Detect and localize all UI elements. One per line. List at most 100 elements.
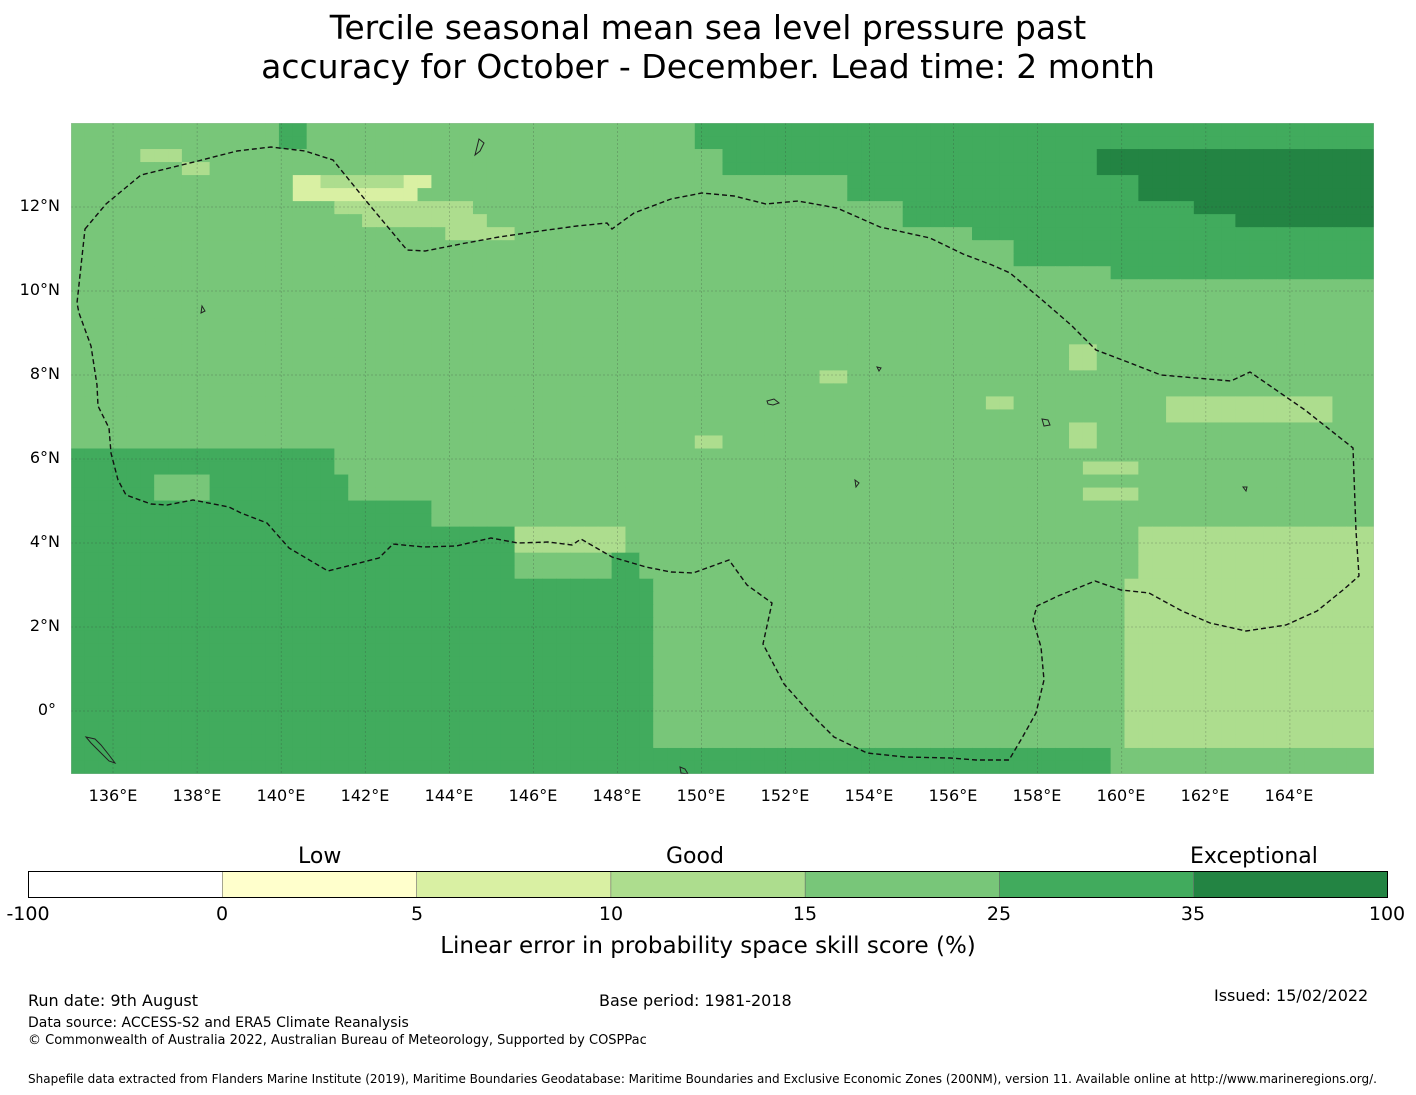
skill-cell xyxy=(874,175,890,189)
skill-cell xyxy=(1193,136,1209,150)
skill-cell xyxy=(500,747,516,762)
skill-cell xyxy=(1332,643,1347,658)
skill-cell xyxy=(694,552,710,567)
skill-cell xyxy=(1332,565,1347,580)
skill-cell xyxy=(1082,383,1098,398)
skill-cell xyxy=(195,227,211,241)
skill-cell xyxy=(972,448,987,463)
skill-cell xyxy=(1304,448,1320,463)
skill-cell xyxy=(653,305,668,319)
skill-cell xyxy=(375,526,391,541)
skill-cell xyxy=(874,708,890,723)
skill-cell xyxy=(403,370,419,384)
skill-cell xyxy=(1055,422,1070,437)
skill-cell xyxy=(1096,370,1112,384)
skill-cell xyxy=(625,669,640,684)
skill-cell xyxy=(403,591,419,606)
skill-cell xyxy=(985,734,1001,749)
skill-cell xyxy=(1041,344,1056,358)
skill-cell xyxy=(459,162,474,176)
skill-cell xyxy=(625,214,640,228)
skill-cell xyxy=(472,279,488,293)
skill-cell xyxy=(292,318,308,332)
skill-cell xyxy=(1096,331,1112,345)
skill-cell xyxy=(320,656,335,671)
skill-cell xyxy=(1152,422,1167,437)
skill-cell xyxy=(84,474,100,489)
skill-cell xyxy=(1041,214,1056,228)
skill-cell xyxy=(98,305,114,319)
skill-cell xyxy=(1304,708,1320,723)
skill-cell xyxy=(777,318,793,332)
skill-cell xyxy=(625,123,640,137)
skill-cell xyxy=(1249,487,1264,502)
skill-cell xyxy=(999,526,1015,541)
skill-cell xyxy=(71,253,86,267)
skill-cell xyxy=(334,422,349,437)
skill-cell xyxy=(944,357,959,371)
skill-cell xyxy=(930,227,945,241)
skill-cell xyxy=(916,617,932,632)
skill-cell xyxy=(708,227,724,241)
skill-cell xyxy=(265,422,280,437)
skill-cell xyxy=(1304,175,1320,189)
skill-cell xyxy=(195,318,211,332)
skill-cell xyxy=(972,435,987,450)
skill-cell xyxy=(98,162,114,176)
skill-cell xyxy=(1069,396,1084,411)
skill-cell xyxy=(514,383,530,398)
skill-cell xyxy=(1152,539,1167,554)
skill-cell xyxy=(1069,526,1084,541)
skill-cell xyxy=(403,435,419,450)
skill-cell xyxy=(1235,123,1250,137)
skill-cell xyxy=(1276,747,1292,762)
skill-cell xyxy=(362,513,377,528)
skill-cell xyxy=(1235,357,1250,371)
skill-cell xyxy=(861,682,876,697)
skill-cell xyxy=(902,162,918,176)
skill-cell xyxy=(972,279,987,293)
skill-cell xyxy=(570,734,585,749)
skill-cell xyxy=(1221,513,1236,528)
skill-cell xyxy=(154,669,169,684)
skill-cell xyxy=(805,513,821,528)
skill-cell xyxy=(944,435,959,450)
colorbar-swatch xyxy=(999,871,1195,898)
skill-cell xyxy=(1096,448,1112,463)
skill-cell xyxy=(1013,279,1029,293)
skill-cell xyxy=(1138,656,1153,671)
skill-cell xyxy=(916,578,932,593)
skill-cell xyxy=(514,513,530,528)
skill-cell xyxy=(140,708,155,723)
skill-cell xyxy=(805,123,821,137)
skill-cell xyxy=(1290,409,1306,424)
skill-cell xyxy=(597,370,613,384)
skill-cell xyxy=(750,435,765,450)
skill-cell xyxy=(1110,552,1126,567)
skill-cell xyxy=(1346,630,1361,645)
skill-cell xyxy=(888,331,904,345)
skill-cell xyxy=(98,123,114,137)
skill-cell xyxy=(667,279,682,293)
skill-cell xyxy=(1124,435,1139,450)
skill-cell xyxy=(209,318,225,332)
skill-cell xyxy=(500,539,516,554)
skill-cell xyxy=(445,656,460,671)
skill-cell xyxy=(680,604,696,619)
skill-cell xyxy=(1249,617,1264,632)
skill-cell xyxy=(639,396,654,411)
skill-cell xyxy=(958,240,973,254)
skill-cell xyxy=(348,305,363,319)
skill-cell xyxy=(195,734,211,749)
skill-cell xyxy=(833,500,848,515)
skill-cell xyxy=(1082,305,1098,319)
skill-cell xyxy=(1318,253,1334,267)
skill-cell xyxy=(680,487,696,502)
skill-cell xyxy=(431,422,446,437)
skill-cell xyxy=(1249,708,1264,723)
skill-cell xyxy=(251,370,266,384)
skill-cell xyxy=(1013,513,1029,528)
skill-cell xyxy=(223,305,238,319)
skill-cell xyxy=(764,279,779,293)
skill-cell xyxy=(902,760,918,774)
